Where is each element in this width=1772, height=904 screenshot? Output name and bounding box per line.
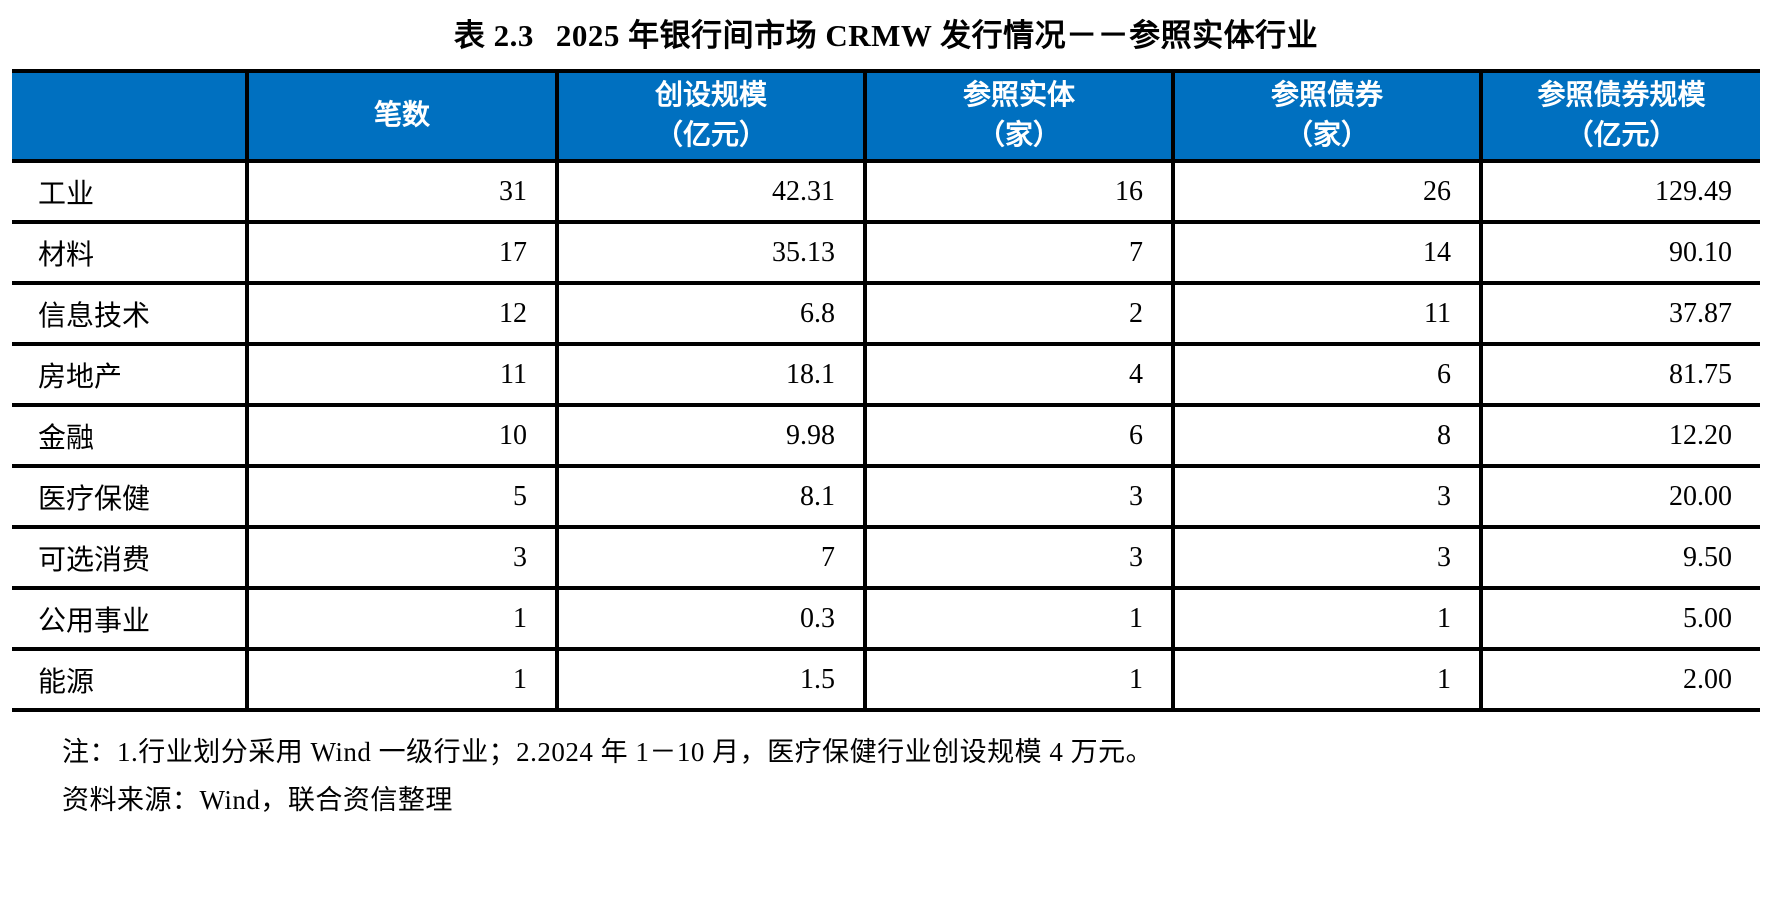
header-line: 创设规模 — [654, 80, 767, 111]
cell-ref-bonds: 3 — [1171, 464, 1481, 527]
row-label: 医疗保健 — [12, 464, 247, 527]
table-row-materials: 材料 17 35.13 7 14 90.10 — [12, 220, 1760, 283]
cell-ref-bond-scale: 20.00 — [1479, 464, 1760, 527]
source-line: 资料来源：Wind，联合资信整理 — [62, 785, 453, 815]
header-line: （家） — [1284, 120, 1369, 151]
cell-ref-bond-scale: 37.87 — [1479, 281, 1760, 344]
table-title-text: 2025 年银行间市场 CRMW 发行情况－－参照实体行业 — [555, 18, 1319, 53]
cell-ref-entities: 3 — [863, 525, 1173, 588]
cell-count: 3 — [245, 525, 557, 588]
header-cell-count: 笔数 — [245, 69, 557, 161]
header-line: 参照债券规模 — [1537, 80, 1706, 111]
cell-ref-bonds: 26 — [1171, 159, 1481, 222]
cell-ref-bonds: 1 — [1171, 647, 1481, 712]
cell-ref-bonds: 11 — [1171, 281, 1481, 344]
row-label: 信息技术 — [12, 281, 247, 344]
cell-ref-bonds: 8 — [1171, 403, 1481, 466]
header-line: 笔数 — [373, 100, 430, 131]
row-label: 可选消费 — [12, 525, 247, 588]
cell-ref-entities: 2 — [863, 281, 1173, 344]
cell-ref-entities: 1 — [863, 647, 1173, 712]
table-body: 工业 31 42.31 16 26 129.49 材料 17 35.13 7 1… — [12, 159, 1760, 712]
cell-creation-scale: 9.98 — [555, 403, 865, 466]
table-number: 表 2.3 — [453, 18, 534, 53]
cell-ref-bonds: 3 — [1171, 525, 1481, 588]
cell-creation-scale: 8.1 — [555, 464, 865, 527]
header-line: （亿元） — [654, 120, 767, 151]
row-label: 能源 — [12, 647, 247, 712]
cell-ref-bond-scale: 5.00 — [1479, 586, 1760, 649]
header-cell-creation-scale: 创设规模 （亿元） — [555, 69, 865, 161]
header-cell-blank — [12, 69, 247, 161]
cell-count: 10 — [245, 403, 557, 466]
cell-creation-scale: 0.3 — [555, 586, 865, 649]
header-cell-ref-bond-scale: 参照债券规模 （亿元） — [1479, 69, 1760, 161]
table-row-utilities: 公用事业 1 0.3 1 1 5.00 — [12, 586, 1760, 649]
cell-ref-bonds: 14 — [1171, 220, 1481, 283]
cell-ref-bond-scale: 2.00 — [1479, 647, 1760, 712]
cell-ref-entities: 3 — [863, 464, 1173, 527]
cell-ref-entities: 4 — [863, 342, 1173, 405]
table-row-health-care: 医疗保健 5 8.1 3 3 20.00 — [12, 464, 1760, 527]
table-row-energy: 能源 1 1.5 1 1 2.00 — [12, 647, 1760, 712]
cell-ref-bond-scale: 129.49 — [1479, 159, 1760, 222]
table-row-information-technology: 信息技术 12 6.8 2 11 37.87 — [12, 281, 1760, 344]
table-row-financials: 金融 10 9.98 6 8 12.20 — [12, 403, 1760, 466]
table-footnotes: 注：1.行业划分采用 Wind 一级行业；2.2024 年 1－10 月，医疗保… — [62, 728, 1772, 824]
row-label: 金融 — [12, 403, 247, 466]
cell-creation-scale: 7 — [555, 525, 865, 588]
header-row: 笔数 创设规模 （亿元） 参照实体 （家） 参照债券 （家） 参照债券规模 （亿… — [12, 69, 1760, 161]
cell-ref-bond-scale: 81.75 — [1479, 342, 1760, 405]
cell-ref-entities: 16 — [863, 159, 1173, 222]
cell-creation-scale: 1.5 — [555, 647, 865, 712]
cell-creation-scale: 18.1 — [555, 342, 865, 405]
crmw-issuance-table: 笔数 创设规模 （亿元） 参照实体 （家） 参照债券 （家） 参照债券规模 （亿… — [12, 69, 1760, 712]
row-label: 房地产 — [12, 342, 247, 405]
header-line: 参照债券 — [1270, 80, 1383, 111]
table-row-industrials: 工业 31 42.31 16 26 129.49 — [12, 159, 1760, 222]
cell-creation-scale: 35.13 — [555, 220, 865, 283]
cell-ref-bond-scale: 90.10 — [1479, 220, 1760, 283]
header-line: 参照实体 — [962, 80, 1075, 111]
header-line: （家） — [976, 120, 1061, 151]
header-cell-ref-bonds: 参照债券 （家） — [1171, 69, 1481, 161]
footnote-line: 注：1.行业划分采用 Wind 一级行业；2.2024 年 1－10 月，医疗保… — [62, 737, 1154, 767]
row-label: 材料 — [12, 220, 247, 283]
cell-ref-entities: 7 — [863, 220, 1173, 283]
table-row-real-estate: 房地产 11 18.1 4 6 81.75 — [12, 342, 1760, 405]
cell-count: 11 — [245, 342, 557, 405]
cell-ref-bonds: 1 — [1171, 586, 1481, 649]
table-row-consumer-discretionary: 可选消费 3 7 3 3 9.50 — [12, 525, 1760, 588]
cell-ref-bond-scale: 12.20 — [1479, 403, 1760, 466]
cell-creation-scale: 6.8 — [555, 281, 865, 344]
cell-count: 17 — [245, 220, 557, 283]
cell-count: 12 — [245, 281, 557, 344]
header-line: （亿元） — [1565, 120, 1678, 151]
cell-count: 1 — [245, 647, 557, 712]
table-header: 笔数 创设规模 （亿元） 参照实体 （家） 参照债券 （家） 参照债券规模 （亿… — [12, 69, 1760, 161]
table-title: 表 2.3 2025 年银行间市场 CRMW 发行情况－－参照实体行业 — [0, 0, 1772, 55]
cell-ref-bonds: 6 — [1171, 342, 1481, 405]
cell-count: 31 — [245, 159, 557, 222]
cell-ref-bond-scale: 9.50 — [1479, 525, 1760, 588]
cell-count: 1 — [245, 586, 557, 649]
cell-count: 5 — [245, 464, 557, 527]
cell-ref-entities: 1 — [863, 586, 1173, 649]
cell-creation-scale: 42.31 — [555, 159, 865, 222]
row-label: 公用事业 — [12, 586, 247, 649]
cell-ref-entities: 6 — [863, 403, 1173, 466]
header-cell-ref-entities: 参照实体 （家） — [863, 69, 1173, 161]
row-label: 工业 — [12, 159, 247, 222]
